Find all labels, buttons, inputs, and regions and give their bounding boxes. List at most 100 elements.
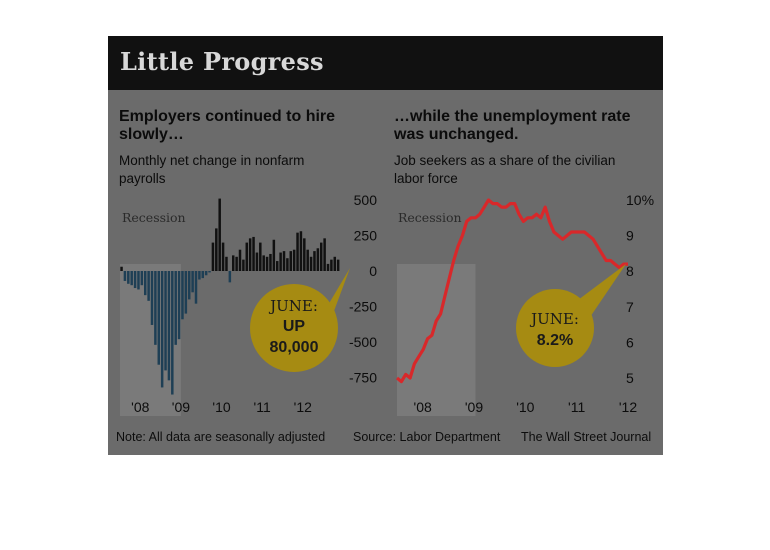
payroll-bar [177,271,181,340]
y-tick-label: 10% [626,192,654,208]
payroll-bar [164,271,167,371]
payroll-bar [316,248,320,271]
callout-bubble: JUNE: UP 80,000 [250,268,350,372]
payroll-bar [191,271,194,293]
left-headline: Employers continued to hire slowly… [119,108,336,143]
payroll-bar [255,252,259,271]
payroll-bar [235,256,238,271]
payroll-bar [204,271,208,276]
callout-line1: JUNE: [268,297,318,315]
payroll-bar [282,251,286,271]
x-tick-label: '09 [172,399,190,415]
y-tick-label: 7 [626,299,634,315]
payroll-bar [211,242,215,271]
payroll-bar [286,258,289,271]
recession-label: Recession [398,210,462,225]
payroll-bar [167,271,171,381]
payroll-bar [171,271,174,395]
payroll-bar [330,259,333,271]
payroll-bar [313,251,316,271]
footer-note: Note: All data are seasonally adjusted [116,430,326,444]
payroll-bar [275,261,279,271]
payroll-bar [269,253,272,271]
payroll-bar [137,271,140,290]
payroll-bar [154,271,157,345]
y-tick-label: 500 [354,192,378,208]
y-tick-label: 5 [626,370,634,386]
payroll-bar [248,238,252,271]
payroll-bar [299,231,303,271]
x-tick-label: '12 [619,399,637,415]
y-tick-label: -750 [349,370,377,386]
y-tick-label: -250 [349,299,377,315]
unemployment-rate-line [395,198,628,384]
payroll-bar [242,259,245,271]
payroll-bar [333,256,337,271]
left-subhead: Monthly net change in nonfarm payrolls [119,153,305,186]
payroll-bar [187,271,191,300]
payroll-bar [238,249,242,271]
x-tick-label: '08 [414,399,432,415]
payroll-bar [262,255,265,271]
chart-title: Little Progress [120,47,324,76]
payroll-bar [309,256,313,271]
payroll-bar [231,255,235,271]
recession-label: Recession [122,210,186,225]
unemployment-line-chart: Recession 10% 9 8 7 6 5 '08 '09 '10 '11 '12 JUNE:… [395,192,654,416]
right-subhead: Job seekers as a share of the civilian l… [394,153,616,186]
footer-source: Source: Labor Department [353,430,501,444]
recession-shade [120,264,181,416]
callout-line2: 8.2% [537,332,573,349]
callout-line2: UP [283,318,306,335]
footer-credit: The Wall Street Journal [521,430,652,444]
payroll-bar [150,271,154,325]
payroll-bar [319,242,323,271]
payroll-bar [259,242,262,271]
payroll-bar [127,271,130,284]
payroll-bar [252,236,255,271]
payroll-bar [130,271,133,286]
payroll-bar [279,252,282,271]
y-tick-label: 250 [354,228,378,244]
callout-circle [516,289,594,367]
y-tick-label: -500 [349,334,377,350]
payroll-bar [143,271,147,296]
callout-line1: JUNE: [529,310,579,328]
y-tick-label: 6 [626,334,634,350]
payroll-bar [198,271,201,280]
chart-graphic: Little Progress Employers continued to h… [108,36,663,455]
x-tick-label: '10 [516,399,534,415]
payroll-bar [336,259,340,271]
x-tick-label: '08 [131,399,149,415]
payroll-bar [245,242,249,271]
payroll-bar [140,271,144,286]
title-bar: Little Progress [108,36,663,90]
y-tick-label: 9 [626,228,634,244]
payroll-bar [296,232,299,271]
recession-shade [397,264,476,416]
x-tick-label: '10 [212,399,230,415]
x-tick-label: '11 [254,399,271,415]
callout-bubble: JUNE: 8.2% [516,264,626,367]
payrolls-bar-chart: Recession 500 250 0 -250 -500 -750 '08 '09 '10 '… [120,192,378,416]
payroll-bar [174,271,177,345]
payroll-bar [228,271,232,283]
payroll-bar [218,198,221,271]
payroll-bar [289,251,293,271]
payroll-bar [303,238,306,271]
payroll-bar [215,228,218,271]
payroll-bar [184,271,188,314]
payroll-bar [265,256,269,271]
y-tick-label: 8 [626,263,634,279]
payroll-bar [292,249,296,271]
payroll-bar [326,263,330,271]
payroll-bar [181,271,184,320]
payroll-bar [157,271,161,365]
payroll-bar [120,266,123,271]
x-tick-label: '09 [465,399,483,415]
y-tick-label: 0 [369,263,377,279]
payroll-bar [306,249,309,271]
payroll-bar [323,238,326,271]
payroll-bar [160,271,164,388]
payroll-bar [221,242,225,271]
